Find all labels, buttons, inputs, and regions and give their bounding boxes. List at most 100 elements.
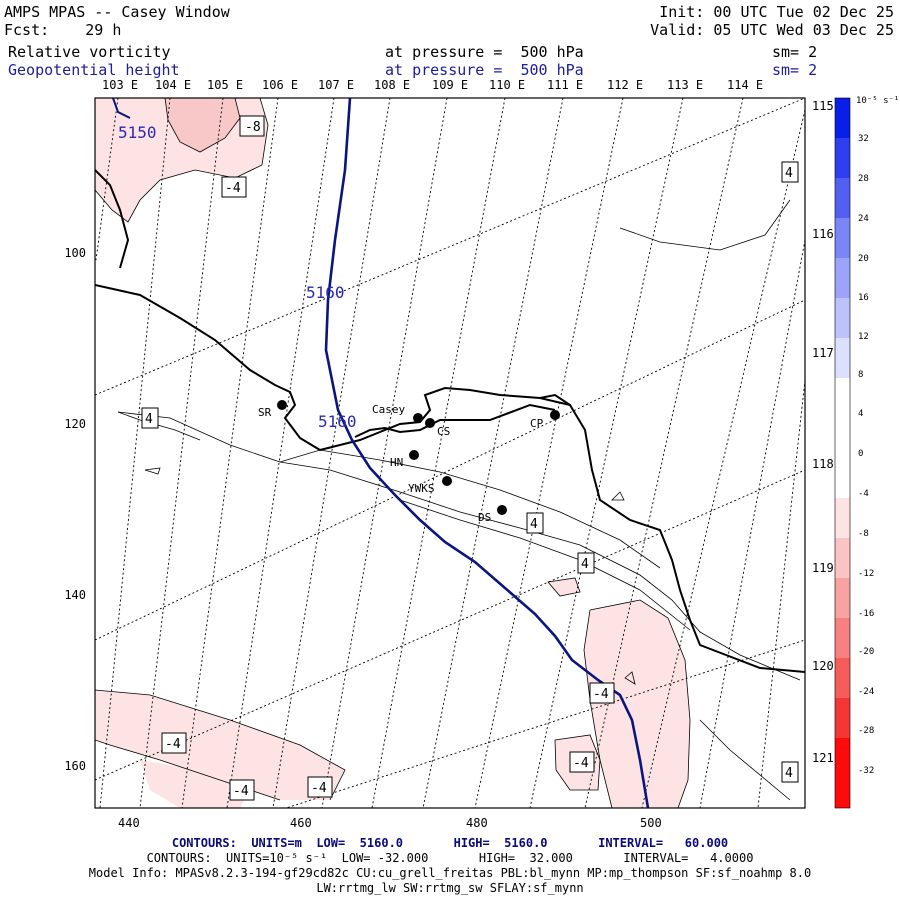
svg-text:8: 8 [858, 370, 863, 380]
colorbar-ticks: 10⁻⁵ s⁻¹ 32 28 24 20 16 12 8 4 0 -4 -8 -… [856, 96, 899, 776]
lon-label: 107 E [318, 78, 354, 92]
lon-label: 106 E [262, 78, 298, 92]
colorbar-unit: 10⁻⁵ s⁻¹ [856, 96, 899, 106]
svg-text:32: 32 [858, 134, 869, 144]
svg-text:100: 100 [64, 246, 86, 260]
svg-text:480: 480 [466, 816, 488, 830]
svg-text:-4: -4 [233, 784, 249, 799]
svg-text:-4: -4 [311, 781, 327, 796]
vorticity-label: 4 [577, 552, 595, 574]
svg-text:140: 140 [64, 588, 86, 602]
plot-frame [94, 97, 806, 809]
vorticity-contours [95, 98, 801, 808]
svg-text:-16: -16 [858, 609, 874, 619]
svg-text:20: 20 [858, 254, 869, 264]
station-label: SR [258, 406, 272, 419]
vorticity-label: 4 [781, 161, 799, 183]
svg-text:4: 4 [530, 517, 538, 532]
vorticity-label: -4 [307, 776, 333, 798]
top-lon-labels: 103 E 104 E 105 E 106 E 107 E 108 E 109 … [102, 78, 763, 92]
lon-label: 109 E [432, 78, 468, 92]
y-axis-ticks: 100 120 140 160 [64, 246, 86, 773]
lon-label: 110 E [489, 78, 525, 92]
svg-text:16: 16 [858, 293, 869, 303]
field2-name: Geopotential height [8, 61, 180, 79]
station-marker [277, 400, 287, 410]
station-label: CS [437, 425, 450, 438]
vorticity-label: -4 [161, 732, 187, 754]
svg-text:4: 4 [858, 409, 863, 419]
svg-text:-4: -4 [593, 687, 609, 702]
station-marker [550, 410, 560, 420]
svg-text:-24: -24 [858, 687, 874, 697]
height-label: 5150 [118, 123, 157, 142]
svg-text:-8: -8 [858, 529, 869, 539]
lon-label: 114 E [727, 78, 763, 92]
vorticity-label: 4 [141, 407, 159, 429]
vorticity-label: -4 [221, 176, 247, 198]
lon-label: 104 E [155, 78, 191, 92]
vorticity-shading [95, 98, 690, 808]
geopotential-height-contours [112, 98, 650, 808]
svg-text:-4: -4 [573, 756, 589, 771]
lon-label: 103 E [102, 78, 138, 92]
stations: SR Casey CS CP HN YWKS DS [258, 400, 560, 524]
svg-text:24: 24 [858, 214, 869, 224]
coastline [95, 169, 805, 673]
svg-text:-28: -28 [858, 726, 874, 736]
lon-label: 112 E [607, 78, 643, 92]
vorticity-label: -4 [589, 682, 615, 704]
field1-smoothing: sm= 2 [772, 43, 818, 61]
lon-label: 108 E [374, 78, 410, 92]
lon-label: 111 E [547, 78, 583, 92]
height-contour-info: CONTOURS: UNITS=m LOW= 5160.0 HIGH= 5160… [171, 836, 729, 850]
field2-pressure: at pressure = 500 hPa [385, 61, 584, 79]
vorticity-label: 4 [781, 761, 799, 783]
map-title: AMPS MPAS -- Casey Window [4, 3, 230, 21]
svg-text:440: 440 [118, 816, 140, 830]
station-marker [442, 476, 452, 486]
station-label: DS [478, 511, 491, 524]
station-label: Casey [372, 403, 405, 416]
field1-pressure: at pressure = 500 hPa [385, 43, 584, 61]
model-info-physics: LW:rrtmg_lw SW:rrtmg_sw SFLAY:sf_mynn [316, 881, 584, 895]
svg-text:-20: -20 [858, 647, 874, 657]
station-marker [425, 418, 435, 428]
vorticity-label: 4 [526, 512, 544, 534]
height-label: 5160 [306, 283, 345, 302]
svg-text:-4: -4 [165, 737, 181, 752]
svg-text:-8: -8 [245, 120, 261, 135]
vorticity-label: -8 [239, 115, 265, 137]
vorticity-contour-info: CONTOURS: UNITS=10⁻⁵ s⁻¹ LOW= -32.000 HI… [146, 851, 754, 865]
station-marker [409, 450, 419, 460]
svg-text:12: 12 [858, 332, 869, 342]
height-labels: 5150 5160 5160 [118, 123, 357, 431]
svg-text:500: 500 [640, 816, 662, 830]
model-info: Model Info: MPASv8.2.3-194-gf29cd82c CU:… [88, 866, 812, 880]
svg-text:-32: -32 [858, 766, 874, 776]
station-marker [413, 413, 423, 423]
valid-time: Valid: 05 UTC Wed 03 Dec 25 [650, 21, 894, 39]
station-label: YWKS [408, 482, 435, 495]
svg-text:120: 120 [64, 417, 86, 431]
svg-text:160: 160 [64, 759, 86, 773]
field2-smoothing: sm= 2 [772, 61, 818, 79]
station-label: HN [390, 456, 403, 469]
station-marker [497, 505, 507, 515]
svg-text:4: 4 [785, 766, 793, 781]
svg-text:-12: -12 [858, 569, 874, 579]
lon-label: 105 E [207, 78, 243, 92]
vorticity-label: -4 [229, 779, 255, 801]
init-time: Init: 00 UTC Tue 02 Dec 25 [659, 3, 894, 21]
svg-text:4: 4 [145, 412, 153, 427]
vorticity-label: -4 [569, 751, 595, 773]
x-axis-ticks: 440 460 480 500 [118, 816, 662, 830]
field1-name: Relative vorticity [8, 43, 171, 61]
svg-text:-4: -4 [225, 181, 241, 196]
station-label: CP [530, 417, 544, 430]
svg-text:28: 28 [858, 174, 869, 184]
svg-text:460: 460 [290, 816, 312, 830]
vorticity-labels: -8 -4 4 4 4 4 -4 -4 -4 -4 -4 4 [141, 115, 799, 801]
lon-label: 113 E [667, 78, 703, 92]
